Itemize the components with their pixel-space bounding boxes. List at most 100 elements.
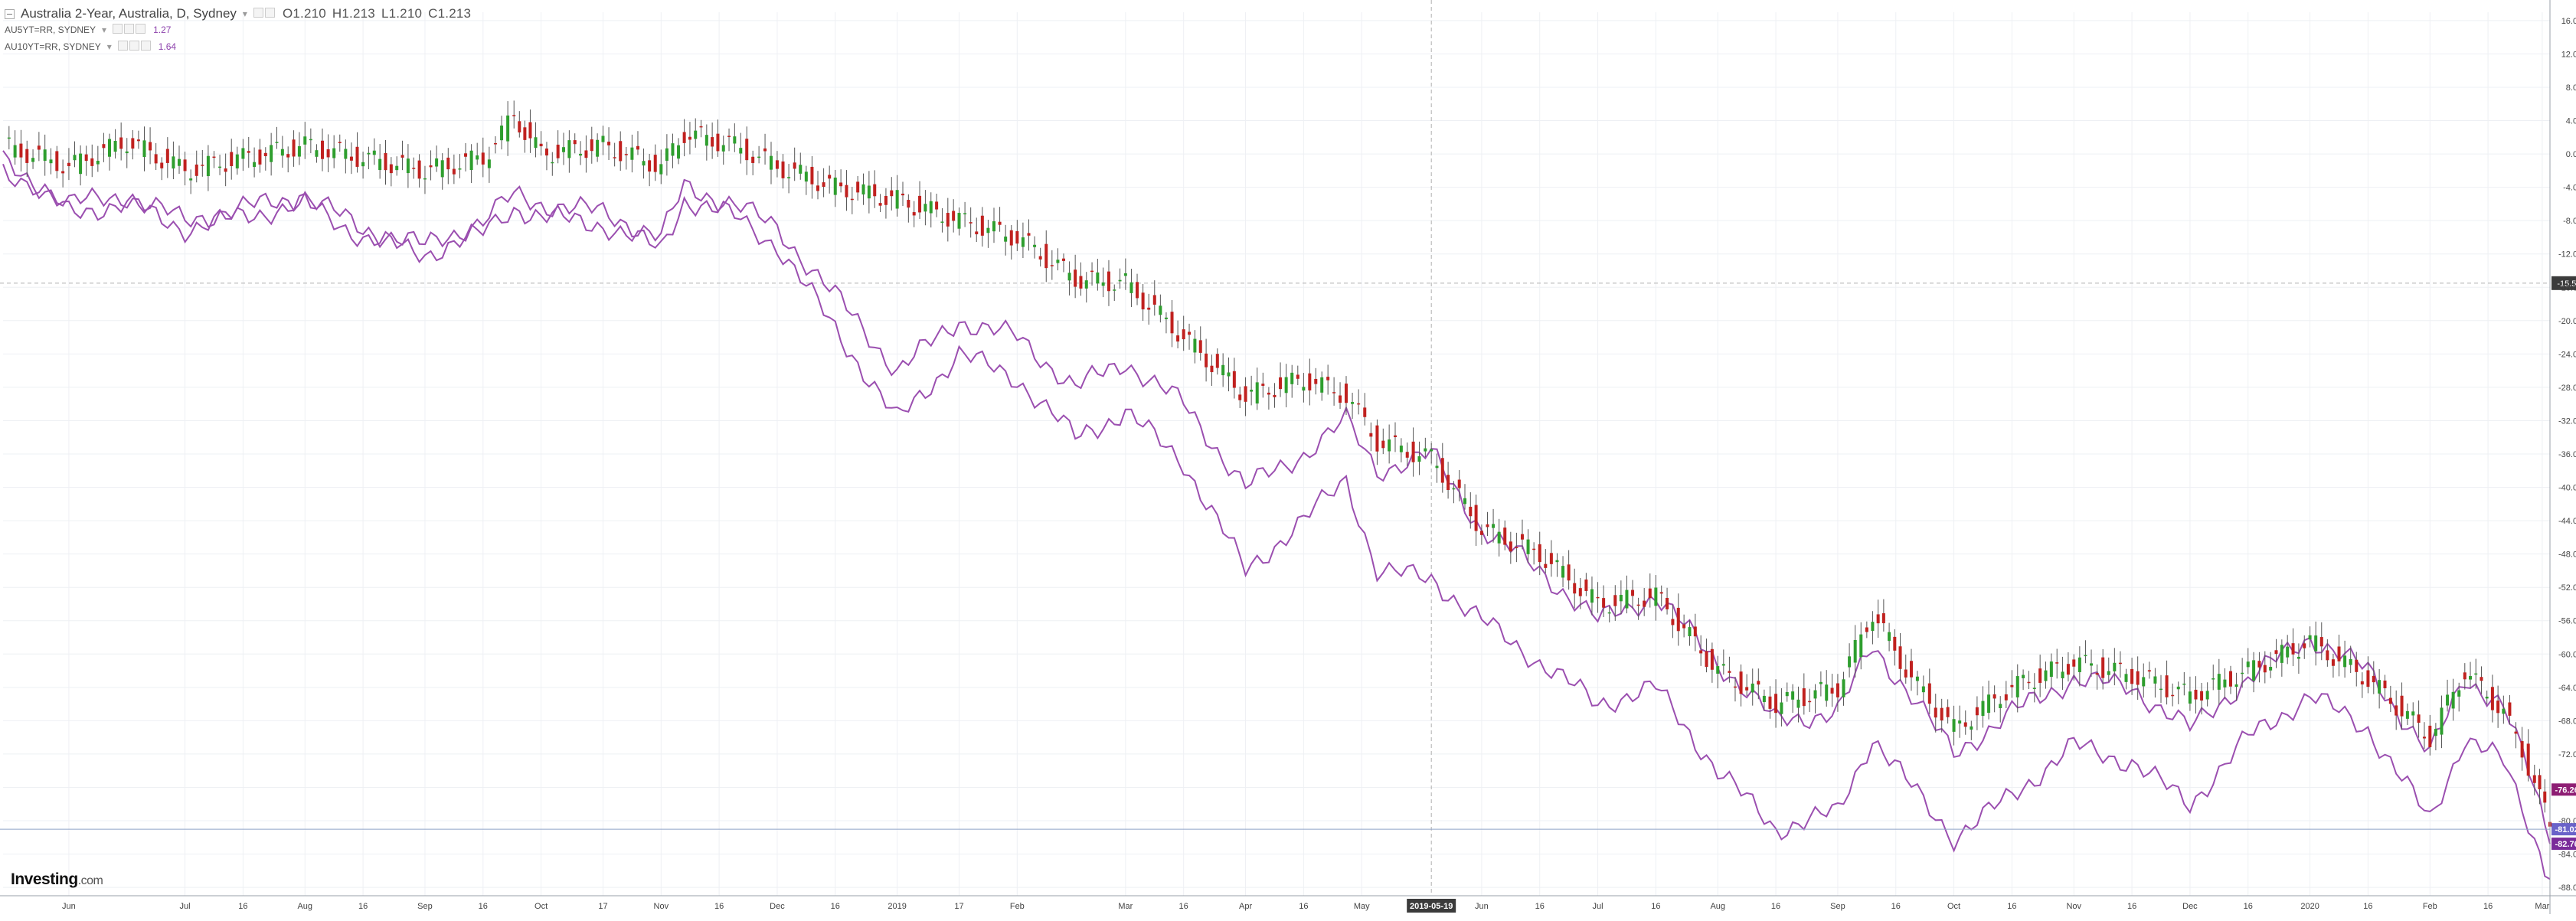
x-tick-label: Sep (1830, 902, 1845, 911)
settings-icon[interactable] (264, 8, 275, 18)
candle-body (423, 178, 427, 180)
eye-icon[interactable] (117, 41, 128, 51)
candle-body (2331, 659, 2335, 666)
x-tick-label: Aug (297, 902, 312, 911)
candle-body (946, 213, 950, 227)
candle-body (355, 146, 359, 167)
candle-body (1193, 338, 1197, 353)
candle-body (1578, 588, 1582, 596)
candle-body (1238, 394, 1242, 400)
candle-body (2355, 659, 2359, 672)
candle-body (787, 177, 791, 178)
candle-body (1842, 679, 1845, 697)
candle-body (1435, 465, 1439, 469)
candle-body (2084, 655, 2087, 657)
chevron-down-icon[interactable]: ▾ (106, 41, 112, 52)
candle-body (2303, 643, 2306, 648)
candle-body (544, 149, 548, 156)
candle-body (2538, 775, 2542, 789)
candle-body (349, 156, 353, 161)
chevron-down-icon[interactable]: ▾ (102, 24, 107, 35)
candle-body (1118, 279, 1122, 282)
candle-body (1388, 439, 1391, 452)
last-value-label: -82.76% (2555, 840, 2576, 849)
candle-body (912, 212, 916, 216)
candle-body (534, 137, 538, 149)
candle-body (1871, 622, 1875, 632)
candle-body (567, 140, 571, 158)
candle-body (1881, 613, 1885, 624)
candle-body (1357, 403, 1361, 405)
candle-body (2194, 689, 2198, 700)
candle-body (2004, 694, 2008, 701)
candle-body (2066, 664, 2070, 675)
candle-body (1182, 329, 1185, 340)
investing-logo[interactable]: Investing.com (11, 870, 103, 889)
candle-body (1561, 566, 1565, 578)
candle-body (1659, 592, 1663, 594)
y-tick-label: 16.00% (2561, 17, 2576, 26)
x-tick-label: 16 (358, 902, 368, 911)
candle-body (201, 165, 204, 166)
candle-body (799, 165, 803, 174)
candle-body (2147, 670, 2151, 672)
candle-body (1469, 506, 1473, 517)
candle-body (1250, 390, 1254, 392)
candle-body (2274, 650, 2278, 655)
settings-icon[interactable] (124, 24, 135, 34)
candle-body (412, 168, 416, 169)
candle-body (828, 175, 832, 179)
candle-body (2514, 731, 2518, 734)
x-tick-label: Sep (417, 902, 433, 911)
candle-body (2044, 670, 2048, 681)
collapse-legend-icon[interactable] (5, 8, 15, 19)
candle-body (2124, 674, 2128, 682)
legend-main-row: Australia 2-Year, Australia, D, Sydney ▾… (5, 6, 471, 21)
candle-body (2015, 676, 2019, 697)
candle-body (2032, 687, 2036, 689)
brand-name: Investing (11, 870, 78, 888)
eye-icon[interactable] (113, 24, 123, 34)
candle-body (2485, 697, 2489, 699)
chevron-down-icon[interactable]: ▾ (242, 8, 247, 19)
legend-close: C1.213 (428, 6, 472, 21)
candle-body (464, 153, 468, 157)
candle-body (833, 177, 837, 195)
x-tick-label: Aug (1710, 902, 1725, 911)
candle-body (1152, 295, 1156, 305)
x-tick-label: Mar (2535, 902, 2549, 911)
candle-body (1802, 688, 1806, 707)
candle-body (935, 201, 939, 210)
candle-body (1101, 282, 1105, 286)
candle-body (344, 149, 348, 159)
candle-body (90, 158, 94, 166)
candle-body (1915, 676, 1919, 681)
close-icon[interactable] (140, 41, 151, 51)
close-icon[interactable] (136, 24, 146, 34)
legend-main-buttons (253, 6, 276, 21)
candle-body (2010, 684, 2014, 687)
candle-body (446, 157, 450, 170)
settings-icon[interactable] (129, 41, 139, 51)
candle-body (775, 160, 779, 169)
candle-body (659, 164, 663, 175)
candle-body (998, 221, 1002, 225)
candle-body (165, 149, 169, 163)
eye-icon[interactable] (253, 8, 263, 18)
candle-body (636, 145, 639, 150)
x-tick-label: Oct (534, 902, 548, 911)
candle-body (2223, 679, 2227, 687)
candle-body (907, 200, 910, 208)
legend-main-title: Australia 2-Year, Australia, D, Sydney (21, 6, 237, 21)
candle-body (49, 159, 53, 164)
candle-body (1339, 395, 1342, 403)
candle-body (1279, 377, 1283, 390)
candle-body (1164, 317, 1168, 319)
candle-body (96, 160, 100, 165)
candle-body (1688, 627, 1692, 637)
candle-body (2246, 661, 2250, 668)
legend-series-name: AU5YT=RR, SYDNEY (5, 24, 96, 35)
candle-body (562, 147, 566, 152)
